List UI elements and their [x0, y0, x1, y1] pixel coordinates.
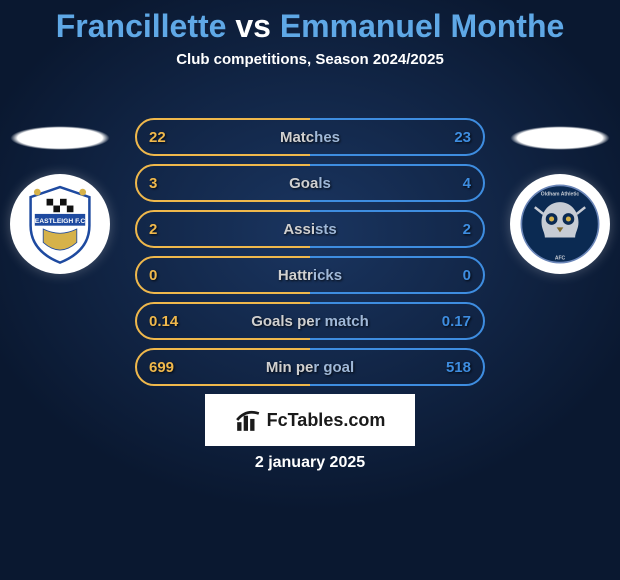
player1-silhouette	[10, 126, 110, 150]
stat-left-value: 699	[149, 359, 174, 376]
stat-left-value: 3	[149, 175, 157, 192]
brand-text: FcTables.com	[267, 410, 386, 431]
stats-table: 22Matches23 3Goals4 2Assists2 0Hattricks0 0.…	[135, 118, 485, 394]
stat-left-value: 2	[149, 221, 157, 238]
footer-date: 2 january 2025	[0, 454, 620, 472]
player1-name: Francillette	[56, 8, 227, 44]
stat-row: 0.14Goals per match0.17	[135, 302, 485, 340]
stat-right-value: 518	[446, 359, 471, 376]
stat-row: 0Hattricks0	[135, 256, 485, 294]
stat-right-value: 23	[454, 129, 471, 146]
stat-right-value: 0.17	[442, 313, 471, 330]
crest-icon: Oldham Athletic AFC	[518, 182, 602, 266]
eastleigh-crest: EASTLEIGH F.C	[10, 174, 110, 274]
player2-silhouette	[510, 126, 610, 150]
stat-left-value: 0	[149, 267, 157, 284]
bars-icon	[235, 407, 261, 433]
crest-icon: EASTLEIGH F.C	[18, 182, 102, 266]
stat-right-value: 4	[463, 175, 471, 192]
player2-pod: Oldham Athletic AFC	[510, 126, 610, 274]
svg-text:AFC: AFC	[555, 255, 566, 261]
vs-text: vs	[235, 8, 271, 44]
player1-pod: EASTLEIGH F.C	[10, 126, 110, 274]
stat-left-value: 22	[149, 129, 166, 146]
infographic-root: Francillette vs Emmanuel Monthe Club com…	[0, 0, 620, 580]
stat-right-value: 0	[463, 267, 471, 284]
oldham-athletic-crest: Oldham Athletic AFC	[510, 174, 610, 274]
brand-badge: FcTables.com	[205, 394, 415, 446]
player2-name: Emmanuel Monthe	[280, 8, 564, 44]
stat-row: 699Min per goal518	[135, 348, 485, 386]
stat-left-value: 0.14	[149, 313, 178, 330]
stat-row: 22Matches23	[135, 118, 485, 156]
page-title: Francillette vs Emmanuel Monthe	[0, 0, 620, 45]
stat-row: 2Assists2	[135, 210, 485, 248]
svg-text:EASTLEIGH F.C: EASTLEIGH F.C	[35, 218, 86, 225]
subtitle: Club competitions, Season 2024/2025	[0, 51, 620, 68]
stat-row: 3Goals4	[135, 164, 485, 202]
svg-text:Oldham Athletic: Oldham Athletic	[541, 191, 580, 197]
stat-right-value: 2	[463, 221, 471, 238]
